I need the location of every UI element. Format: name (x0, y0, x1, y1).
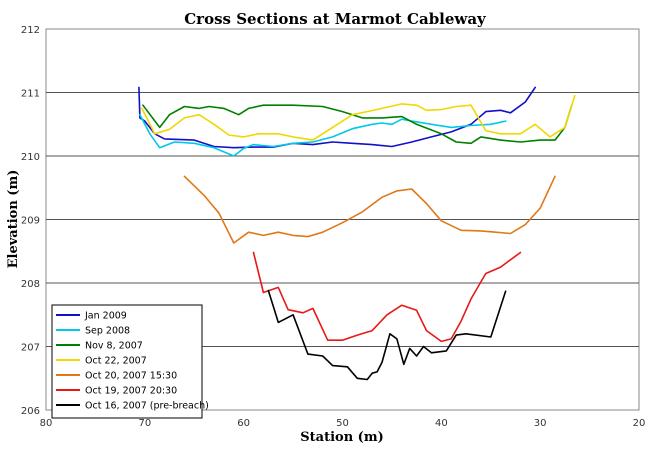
x-tick-label: 20 (633, 418, 646, 429)
legend-entry: Nov 8, 2007 (85, 341, 143, 352)
y-tick-label: 212 (21, 25, 40, 36)
series-line (142, 104, 573, 145)
series-line (183, 175, 556, 244)
legend-entry: Oct 19, 2007 20:30 (85, 386, 177, 397)
x-tick-label: 80 (40, 418, 53, 429)
y-tick-label: 210 (21, 152, 40, 163)
legend: Jan 2009 Sep 2008 Nov 8, 2007 Oct 22, 2007 O… (51, 304, 209, 419)
legend-entry: Jan 2009 (84, 311, 127, 322)
y-tick-label: 206 (21, 406, 40, 417)
x-axis-label: Station (m) (300, 430, 383, 445)
chart-title: Cross Sections at Marmot Cableway (184, 10, 487, 28)
y-tick-label: 211 (21, 89, 40, 100)
legend-entry: Oct 20, 2007 15:30 (85, 371, 177, 382)
x-tick-label: 70 (138, 418, 151, 429)
series-line (267, 289, 507, 381)
series-line (138, 86, 537, 149)
x-tick-label: 30 (534, 418, 547, 429)
y-tick-label: 209 (21, 216, 40, 227)
axis-ticks: 206 207 208 209 210 211 212 80 70 60 50 40 30 20 (21, 25, 645, 429)
series-line (139, 113, 507, 157)
legend-entry: Sep 2008 (85, 326, 130, 337)
y-tick-label: 208 (21, 279, 40, 290)
legend-entry: Oct 16, 2007 (pre-breach) (85, 401, 209, 412)
series-line (141, 94, 576, 141)
series-line (252, 251, 522, 343)
x-tick-label: 60 (237, 418, 250, 429)
x-tick-label: 40 (435, 418, 448, 429)
y-tick-label: 207 (21, 343, 40, 354)
legend-entry: Oct 22, 2007 (85, 356, 147, 367)
y-axis-label: Elevation (m) (6, 170, 21, 269)
series-lines (138, 86, 576, 381)
x-tick-label: 50 (336, 418, 349, 429)
legend-box (51, 304, 203, 419)
